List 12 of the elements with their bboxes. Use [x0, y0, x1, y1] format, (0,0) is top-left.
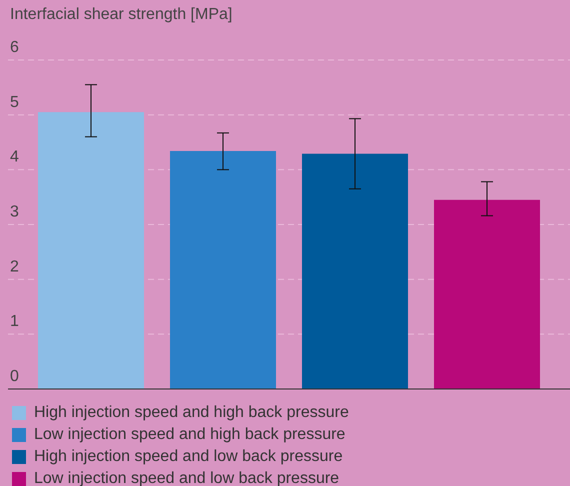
- y-tick-label: 5: [10, 94, 19, 111]
- y-tick-label: 0: [10, 368, 19, 385]
- y-tick-label: 4: [10, 148, 19, 166]
- y-tick-label: 1: [10, 313, 19, 330]
- legend-label: Low injection speed and low back pressure: [34, 470, 340, 486]
- y-tick-label: 6: [10, 39, 19, 56]
- legend-label: High injection speed and low back pressure: [34, 448, 343, 466]
- legend-label: Low injection speed and high back pressure: [34, 426, 346, 444]
- y-tick-label: 2: [10, 258, 19, 276]
- y-tick-label: 3: [10, 204, 19, 220]
- legend-label: High injection speed and high back pressure: [34, 404, 349, 422]
- y-axis-title: Interfacial shear strength [MPa]: [10, 6, 232, 24]
